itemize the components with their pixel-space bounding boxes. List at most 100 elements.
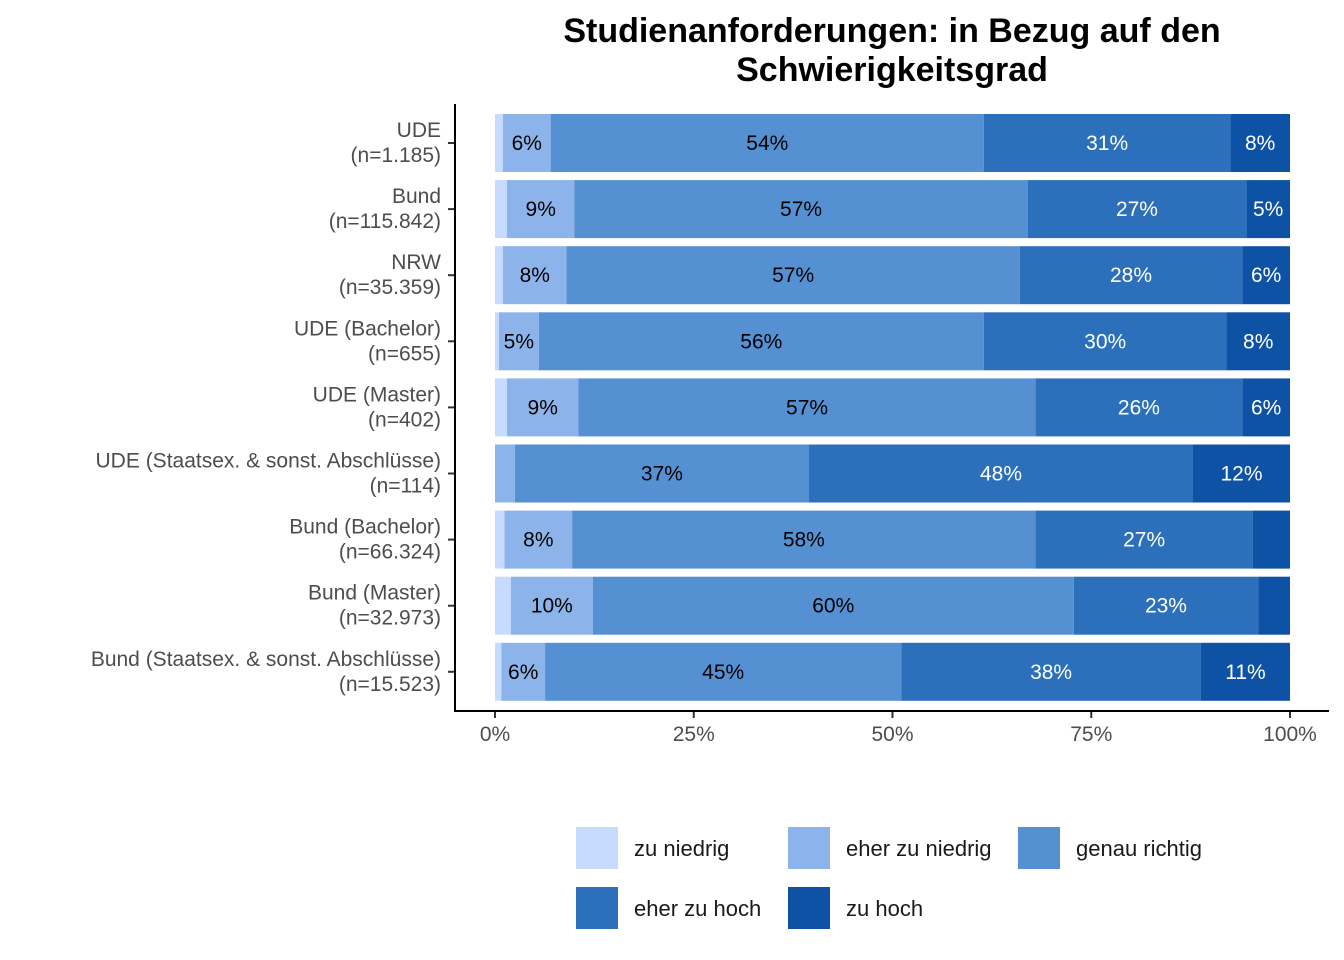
bar-segment xyxy=(545,642,902,701)
bar-segment xyxy=(1027,180,1247,239)
data-label: 58% xyxy=(783,529,825,552)
bar-segment xyxy=(1073,576,1259,635)
bar-segment xyxy=(566,246,1020,305)
bar-segment xyxy=(1246,180,1290,239)
data-label: 37% xyxy=(641,463,683,486)
data-label: 6% xyxy=(1251,396,1281,419)
y-tick-label-count: (n=66.324) xyxy=(339,541,441,564)
bar-segment xyxy=(1226,312,1290,371)
y-tick-label-category: Bund (Master) xyxy=(308,582,441,605)
y-tick-label-category: Bund (Staatsex. & sonst. Abschlüsse) xyxy=(91,648,441,671)
bar-segment xyxy=(495,114,503,172)
y-tick-label-count: (n=15.523) xyxy=(339,673,441,696)
data-label: 30% xyxy=(1084,330,1126,353)
bar-segment xyxy=(495,378,507,437)
legend-key xyxy=(788,827,830,869)
bar-segment xyxy=(1035,378,1243,437)
data-label: 5% xyxy=(1253,198,1283,221)
y-tick-label-category: UDE (Staatsex. & sonst. Abschlüsse) xyxy=(96,450,441,473)
bar-segment xyxy=(506,180,575,239)
bar-segment xyxy=(578,378,1036,437)
data-label: 6% xyxy=(508,661,538,684)
legend-label: eher zu hoch xyxy=(634,896,761,921)
data-label: 60% xyxy=(812,595,854,618)
legend-label: zu hoch xyxy=(846,896,923,921)
bar-segment xyxy=(983,114,1231,172)
bar-segment xyxy=(1035,510,1253,569)
bar-segment xyxy=(1193,444,1290,503)
bar-segment xyxy=(495,642,502,701)
y-tick-label-category: Bund (Bachelor) xyxy=(289,516,441,539)
data-label: 12% xyxy=(1220,463,1262,486)
bar-segment xyxy=(1230,114,1290,172)
legend-key xyxy=(576,827,618,869)
data-label: 56% xyxy=(740,330,782,353)
data-label: 23% xyxy=(1145,595,1187,618)
bar-segment xyxy=(809,444,1194,503)
bar-segment xyxy=(1242,378,1290,437)
y-tick-label-category: UDE (Master) xyxy=(313,383,441,406)
legend: zu niedrig eher zu niedrig genau richtig eh… xyxy=(576,827,1202,929)
data-label: 54% xyxy=(746,132,788,155)
legend-label: genau richtig xyxy=(1076,836,1202,861)
bar-segment xyxy=(1242,246,1290,305)
data-label: 26% xyxy=(1118,396,1160,419)
legend-label: zu niedrig xyxy=(634,836,729,861)
chart-title-line-2: Schwierigkeitsgrad xyxy=(736,51,1048,89)
bars-layer: 6% 54% 31% 8% 9% 57% 27% 5% 8% 57% 28% 6% 5% 56% 30% 8%… xyxy=(495,114,1290,701)
x-tick-label: 0% xyxy=(480,723,510,746)
x-axis-ticks: 0% 25% 50% 75% 100% xyxy=(480,712,1317,746)
bar-segment xyxy=(574,180,1028,239)
legend-key xyxy=(576,887,618,929)
data-label: 11% xyxy=(1225,661,1265,684)
y-tick-label-count: (n=655) xyxy=(368,342,441,365)
bar-segment xyxy=(510,576,593,635)
data-label: 8% xyxy=(1243,330,1273,353)
data-label: 8% xyxy=(523,529,553,552)
bar-segment xyxy=(495,312,499,371)
bar-segment xyxy=(504,510,573,569)
data-label: 28% xyxy=(1110,264,1152,287)
y-tick-label-count: (n=114) xyxy=(370,475,441,498)
data-label: 57% xyxy=(772,264,814,287)
bar-segment xyxy=(501,642,546,701)
bar-segment xyxy=(1200,642,1290,701)
chart-title-line-1: Studienanforderungen: in Bezug auf den xyxy=(563,12,1220,50)
bar-segment xyxy=(495,510,505,569)
y-tick-label-category: UDE (Bachelor) xyxy=(294,317,441,340)
data-label: 8% xyxy=(520,264,550,287)
bar-segment xyxy=(502,114,551,172)
y-tick-label-count: (n=115.842) xyxy=(329,210,441,233)
legend-key xyxy=(1018,827,1060,869)
data-label: 38% xyxy=(1030,661,1072,684)
bar-segment xyxy=(506,378,579,437)
data-label: 6% xyxy=(512,132,542,155)
data-label: 10% xyxy=(531,595,573,618)
bar-segment xyxy=(498,312,539,371)
y-tick-label-count: (n=35.359) xyxy=(339,276,441,299)
data-label: 9% xyxy=(528,396,558,419)
data-label: 48% xyxy=(980,463,1022,486)
bar-segment xyxy=(538,312,984,371)
bar-segment xyxy=(495,576,511,635)
data-label: 27% xyxy=(1123,529,1165,552)
y-tick-label-category: NRW xyxy=(391,251,441,274)
legend-key xyxy=(788,887,830,929)
legend-label: eher zu niedrig xyxy=(846,836,992,861)
bar-segment xyxy=(495,180,507,239)
bar-segment xyxy=(983,312,1227,371)
x-tick-label: 100% xyxy=(1263,723,1317,746)
x-tick-label: 25% xyxy=(673,723,715,746)
bar-segment xyxy=(1019,246,1243,305)
data-label: 8% xyxy=(1245,132,1275,155)
bar-segment xyxy=(550,114,984,172)
data-label: 45% xyxy=(702,661,744,684)
bar-segment xyxy=(901,642,1201,701)
y-axis-labels: UDE(n=1.185) Bund(n=115.842) NRW(n=35.359)… xyxy=(91,119,454,696)
bar-segment xyxy=(495,246,503,305)
data-label: 5% xyxy=(504,330,534,353)
y-tick-label-category: Bund xyxy=(392,185,441,208)
bar-segment xyxy=(514,444,810,503)
bar-segment xyxy=(572,510,1036,569)
